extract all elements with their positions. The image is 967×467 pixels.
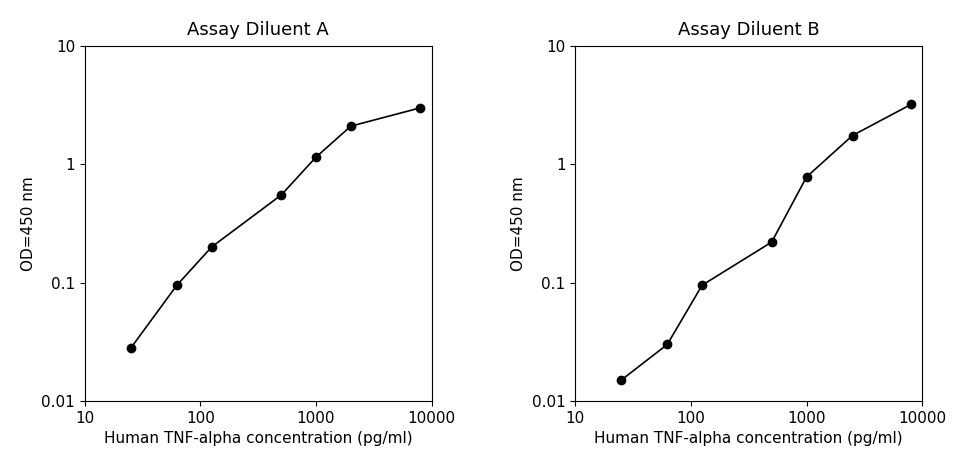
Title: Assay Diluent B: Assay Diluent B <box>678 21 819 39</box>
Title: Assay Diluent A: Assay Diluent A <box>188 21 329 39</box>
Y-axis label: OD=450 nm: OD=450 nm <box>512 176 526 271</box>
X-axis label: Human TNF-alpha concentration (pg/ml): Human TNF-alpha concentration (pg/ml) <box>103 431 413 446</box>
Y-axis label: OD=450 nm: OD=450 nm <box>21 176 36 271</box>
X-axis label: Human TNF-alpha concentration (pg/ml): Human TNF-alpha concentration (pg/ml) <box>595 431 903 446</box>
